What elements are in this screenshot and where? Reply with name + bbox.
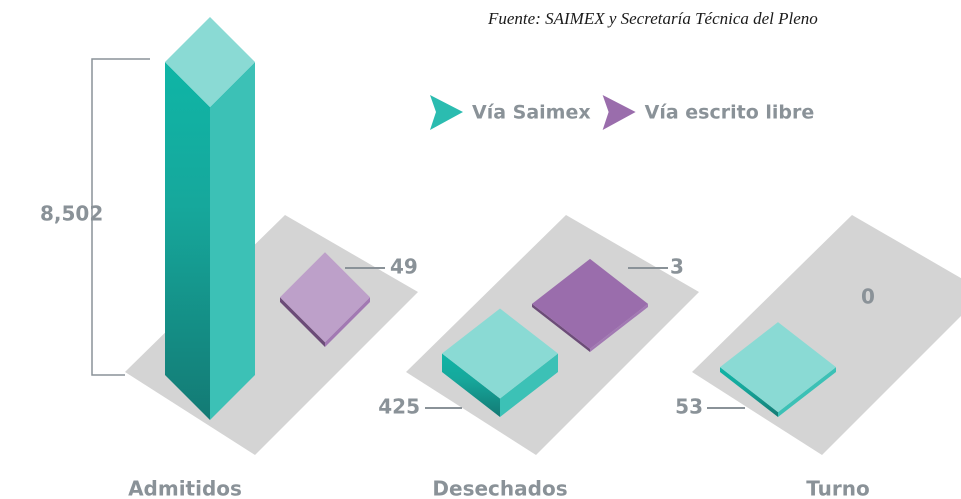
legend-label: Vía escrito libre xyxy=(645,102,815,124)
bar-right-face xyxy=(210,62,255,420)
value-label: 8,502 xyxy=(40,202,103,226)
x-tick-label: Admitidos xyxy=(128,477,242,499)
bar xyxy=(442,308,558,417)
bar xyxy=(532,258,648,352)
bar xyxy=(280,252,370,347)
value-label: 0 xyxy=(861,285,875,309)
bar-top-face xyxy=(532,258,648,349)
source: Fuente: SAIMEX y Secretaría Técnica del … xyxy=(487,9,818,28)
value-label: 3 xyxy=(670,255,684,279)
value-label: 49 xyxy=(390,255,418,279)
bar-top-face xyxy=(720,322,836,413)
bar-right-face xyxy=(500,353,558,417)
value-label: 53 xyxy=(675,395,703,419)
bar xyxy=(720,322,836,417)
bar-left-face xyxy=(280,297,325,347)
bar-left-face xyxy=(532,303,590,352)
legend-swatch xyxy=(430,95,463,130)
x-tick-label: Desechados xyxy=(432,477,567,499)
bracket xyxy=(91,58,150,376)
x-tick-label: Turno xyxy=(806,477,870,499)
bar-top-face xyxy=(442,308,558,399)
bar-top-face xyxy=(280,252,370,343)
bar-left-face xyxy=(165,62,210,420)
bar-right-face xyxy=(590,303,648,352)
platform xyxy=(692,215,961,455)
bar-right-face xyxy=(778,367,836,417)
bar xyxy=(165,17,255,420)
legend-label: Vía Saimex xyxy=(472,102,591,124)
bar-left-face xyxy=(442,353,500,417)
bar-top-face xyxy=(165,17,255,107)
platform xyxy=(406,215,699,455)
legend-swatch xyxy=(602,95,636,130)
bar-left-face xyxy=(720,367,778,417)
value-label: 425 xyxy=(378,395,420,419)
bar-right-face xyxy=(325,297,370,347)
